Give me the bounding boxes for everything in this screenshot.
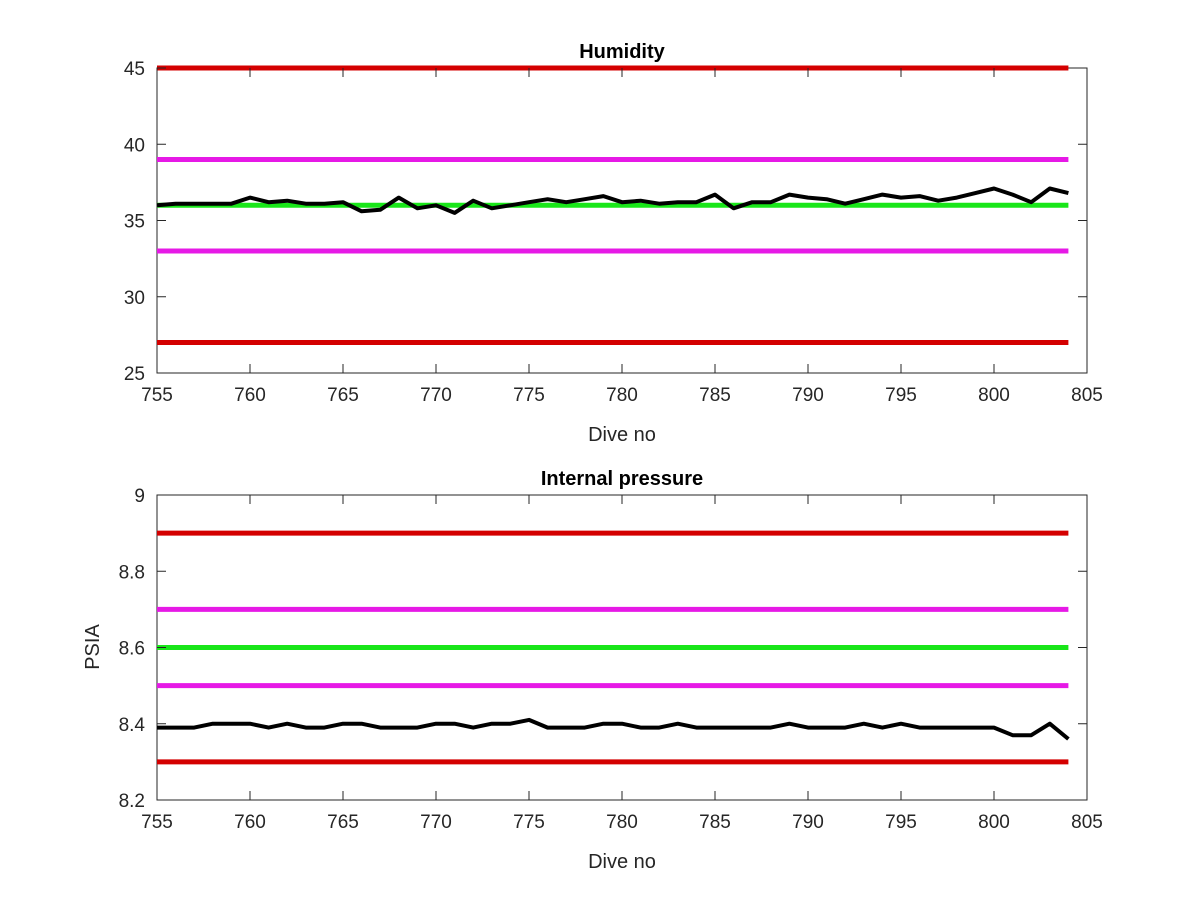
y-tick-label: 30 <box>124 288 145 309</box>
pressure-y-ticks: 8.2 8.4 8.6 8.8 9 <box>119 486 1087 812</box>
humidity-plot-area <box>156 67 1088 374</box>
humidity-x-axis-label: Dive no <box>588 424 656 446</box>
humidity-x-ticks: 755 760 765 770 775 780 785 790 795 800 805 <box>141 68 1103 406</box>
series-line <box>156 186 1069 215</box>
x-tick-label: 770 <box>420 812 452 833</box>
y-tick-label: 35 <box>124 212 145 233</box>
x-tick-label: 795 <box>885 812 917 833</box>
series-line <box>157 717 1070 741</box>
humidity-chart: 755 760 765 770 775 780 785 790 795 800 805 25 30 35… <box>124 41 1103 446</box>
x-tick-label: 780 <box>606 812 638 833</box>
pressure-marks <box>157 530 1070 765</box>
x-tick-label: 805 <box>1071 385 1103 406</box>
x-tick-label: 800 <box>978 385 1010 406</box>
x-tick-label: 795 <box>885 385 917 406</box>
humidity-title: Humidity <box>579 41 665 63</box>
x-tick-label: 785 <box>699 385 731 406</box>
pressure-x-axis-label: Dive no <box>588 851 656 873</box>
x-tick-label: 770 <box>420 385 452 406</box>
x-tick-label: 805 <box>1071 812 1103 833</box>
humidity-marks <box>156 65 1069 345</box>
x-tick-label: 775 <box>513 385 545 406</box>
pressure-y-axis-label: PSIA <box>82 624 104 670</box>
x-tick-label: 760 <box>234 385 266 406</box>
humidity-y-ticks: 25 30 35 40 45 <box>124 59 1087 385</box>
x-tick-label: 760 <box>234 812 266 833</box>
x-tick-label: 785 <box>699 812 731 833</box>
x-tick-label: 800 <box>978 812 1010 833</box>
x-tick-label: 780 <box>606 385 638 406</box>
pressure-title: Internal pressure <box>541 468 703 490</box>
y-tick-label: 8.4 <box>119 715 146 736</box>
y-tick-label: 8.6 <box>119 639 145 660</box>
internal-pressure-chart: 755 760 765 770 775 780 785 790 795 800 805 8.2 8.4… <box>82 468 1103 873</box>
x-tick-label: 790 <box>792 812 824 833</box>
pressure-x-ticks: 755 760 765 770 775 780 785 790 795 800 805 <box>141 495 1103 833</box>
y-tick-label: 45 <box>124 59 145 80</box>
x-tick-label: 755 <box>141 812 173 833</box>
y-tick-label: 25 <box>124 364 145 385</box>
y-tick-label: 9 <box>134 486 145 507</box>
y-tick-label: 40 <box>124 135 145 156</box>
x-tick-label: 765 <box>327 385 359 406</box>
y-tick-label: 8.8 <box>119 562 145 583</box>
x-tick-label: 765 <box>327 812 359 833</box>
x-tick-label: 755 <box>141 385 173 406</box>
x-tick-label: 790 <box>792 385 824 406</box>
x-tick-label: 775 <box>513 812 545 833</box>
y-tick-label: 8.2 <box>119 791 145 812</box>
